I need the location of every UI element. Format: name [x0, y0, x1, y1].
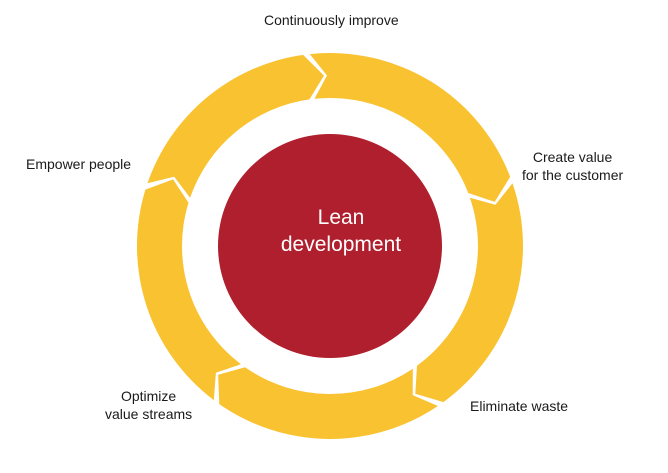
step-label-continuously-improve: Continuously improve [264, 11, 399, 29]
step-label-create-value: Create value for the customer [522, 148, 623, 184]
cycle-arrow-segment [218, 367, 438, 439]
cycle-arrow-segment [136, 179, 241, 401]
center-circle [218, 134, 442, 358]
center-title-line-1: Lean [317, 206, 365, 229]
step-label-line: Create value [532, 149, 613, 165]
step-label-optimize-value-streams: Optimize value streams [105, 387, 192, 423]
cycle-arrow-segment [147, 54, 324, 198]
step-label-line: value streams [105, 406, 193, 422]
step-label-line: for the customer [522, 167, 624, 183]
step-label-line: Continuously improve [264, 12, 399, 28]
cycle-arrow-segment [415, 183, 523, 403]
cycle-ring [136, 53, 523, 439]
cycle-arrow-segment [309, 53, 511, 202]
step-label-line: Empower people [26, 156, 132, 172]
step-label-empower-people: Empower people [26, 155, 131, 173]
step-label-line: Eliminate waste [470, 398, 569, 414]
center-title-line-2: development [280, 233, 402, 256]
step-label-line: Optimize [120, 388, 177, 404]
center-title: Lean development [221, 204, 461, 258]
step-label-eliminate-waste: Eliminate waste [470, 397, 568, 415]
